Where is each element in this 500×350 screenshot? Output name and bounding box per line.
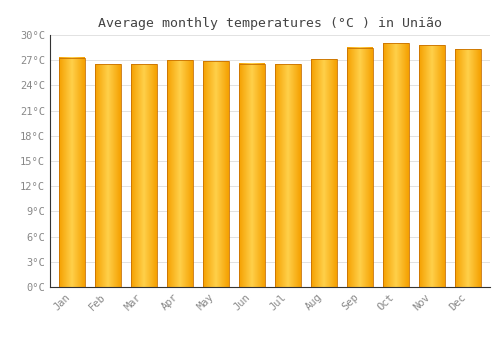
Bar (311, 60, 337, 287)
Bar (347, 48, 373, 287)
Bar (275, 64, 301, 287)
Bar (383, 43, 409, 287)
Bar (167, 60, 193, 287)
Title: Average monthly temperatures (°C ) in União: Average monthly temperatures (°C ) in Un… (98, 17, 442, 30)
Bar (94, 64, 120, 287)
Bar (58, 58, 84, 287)
Bar (203, 61, 229, 287)
Bar (239, 64, 265, 287)
Bar (420, 45, 446, 287)
Bar (456, 49, 481, 287)
Bar (131, 64, 157, 287)
